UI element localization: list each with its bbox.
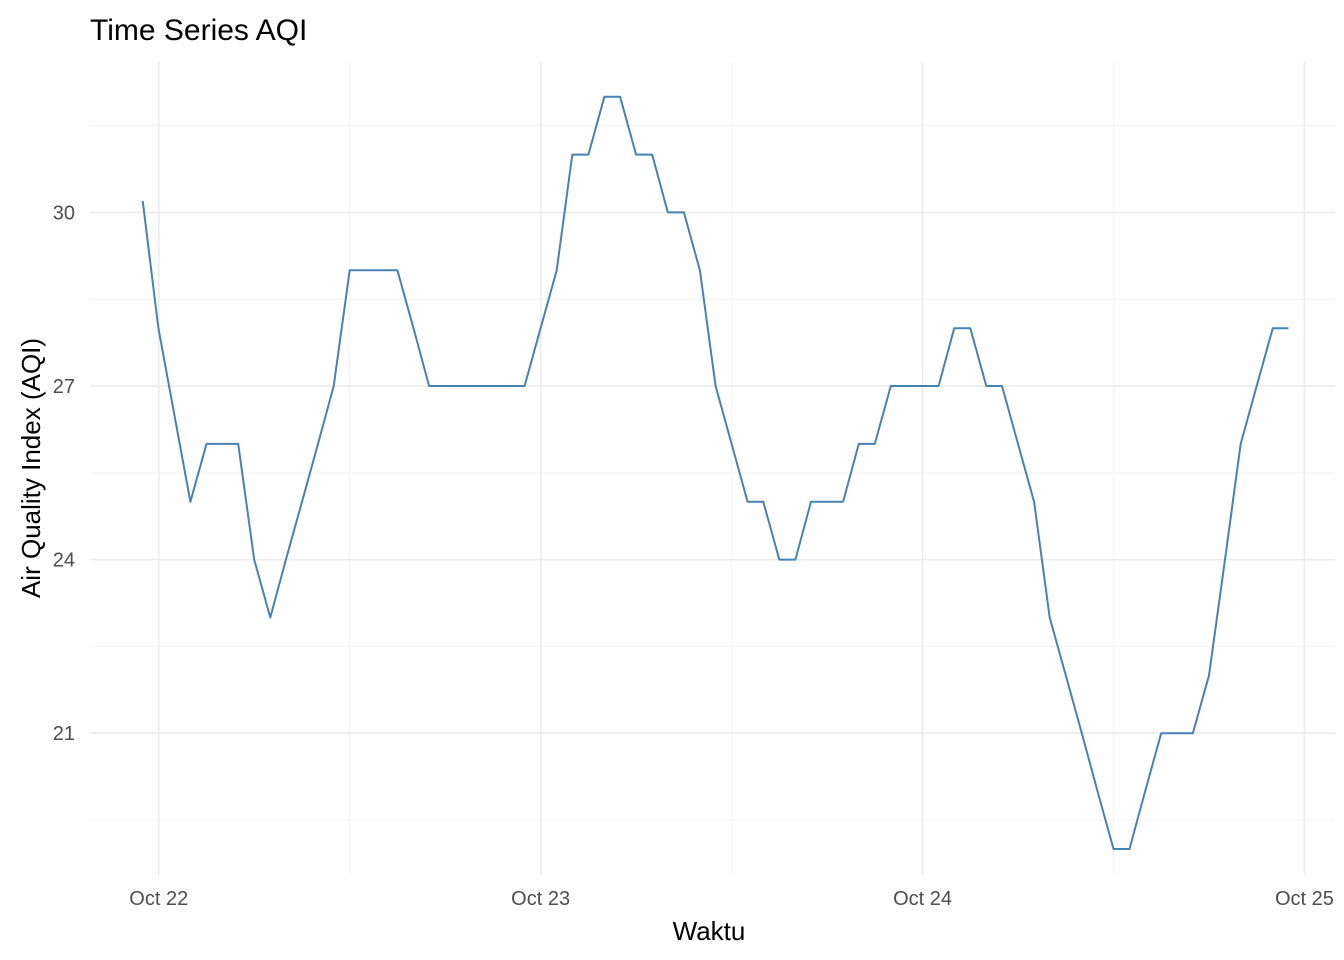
y-tick-label: 27 [53,376,75,398]
aqi-series-line [141,95,1289,850]
x-tick-label: Oct 23 [511,888,570,910]
x-tick-label: Oct 24 [893,888,952,910]
grid [90,62,1335,875]
y-axis-ticks: 21 24 27 30 [53,202,75,745]
y-axis-title: Air Quality Index (AQI) [16,338,46,598]
x-axis-title: Waktu [673,916,746,946]
series-layer [141,95,1289,850]
x-axis-ticks: Oct 22 Oct 23 Oct 24 Oct 25 [129,888,1334,910]
x-tick-label: Oct 25 [1275,888,1334,910]
chart-title: Time Series AQI [90,14,307,47]
y-tick-label: 30 [53,202,75,224]
x-tick-label: Oct 22 [129,888,188,910]
y-tick-label: 21 [53,723,75,745]
y-tick-label: 24 [53,550,75,572]
